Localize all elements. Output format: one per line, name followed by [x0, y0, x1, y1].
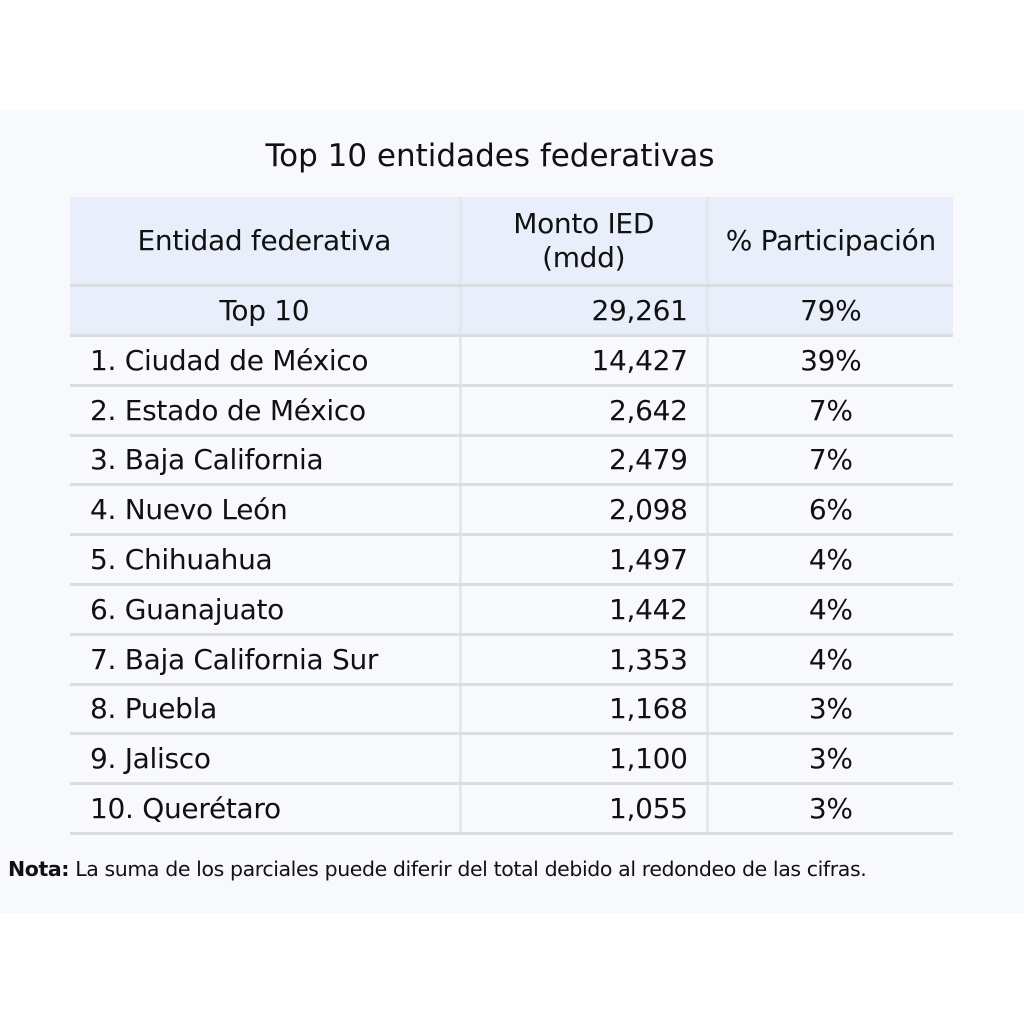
- share-cell: 7%: [705, 385, 953, 437]
- total-amount: 29,261: [458, 285, 708, 337]
- header-entity: Entidad federativa: [70, 197, 461, 287]
- table-row: 3. Baja California 2,479 7%: [70, 435, 953, 487]
- table-row: 8. Puebla 1,168 3%: [70, 684, 953, 736]
- header-share: % Participación: [705, 197, 953, 287]
- entity-cell: 9. Jalisco: [70, 733, 461, 786]
- entity-cell: 8. Puebla: [70, 684, 461, 736]
- share-cell: 3%: [705, 733, 953, 786]
- entity-cell: 5. Chihuahua: [70, 534, 461, 586]
- entity-cell: 6. Guanajuato: [70, 584, 461, 636]
- table-title: Top 10 entidades federativas: [265, 138, 715, 174]
- share-cell: 6%: [705, 484, 953, 537]
- share-cell: 3%: [705, 684, 953, 736]
- share-cell: 4%: [705, 534, 953, 586]
- table-row: 6. Guanajuato 1,442 4%: [70, 584, 953, 636]
- amount-cell: 1,442: [458, 584, 708, 636]
- header-amount: Monto IED (mdd): [458, 197, 708, 287]
- amount-cell: 14,427: [458, 335, 708, 387]
- table-row: 2. Estado de México 2,642 7%: [70, 385, 953, 437]
- data-table: Entidad federativa Monto IED (mdd) % Par…: [70, 197, 953, 835]
- amount-cell: 1,497: [458, 534, 708, 586]
- table-row: 4. Nuevo León 2,098 6%: [70, 484, 953, 537]
- table-row: 5. Chihuahua 1,497 4%: [70, 534, 953, 586]
- amount-cell: 1,168: [458, 684, 708, 736]
- amount-cell: 2,479: [458, 435, 708, 487]
- share-cell: 7%: [705, 435, 953, 487]
- total-share: 79%: [705, 285, 953, 337]
- amount-cell: 1,100: [458, 733, 708, 786]
- entity-cell: 4. Nuevo León: [70, 484, 461, 537]
- amount-cell: 1,055: [458, 783, 708, 835]
- total-label: Top 10: [70, 285, 461, 337]
- footnote-text: La suma de los parciales puede diferir d…: [69, 857, 867, 881]
- share-cell: 39%: [705, 335, 953, 387]
- table-row: 7. Baja California Sur 1,353 4%: [70, 634, 953, 686]
- entity-cell: 3. Baja California: [70, 435, 461, 487]
- amount-cell: 2,642: [458, 385, 708, 437]
- share-cell: 4%: [705, 634, 953, 686]
- share-cell: 3%: [705, 783, 953, 835]
- entity-cell: 7. Baja California Sur: [70, 634, 461, 686]
- entity-cell: 2. Estado de México: [70, 385, 461, 437]
- table-row: 10. Querétaro 1,055 3%: [70, 783, 953, 835]
- entity-cell: 1. Ciudad de México: [70, 335, 461, 387]
- share-cell: 4%: [705, 584, 953, 636]
- table-row: 1. Ciudad de México 14,427 39%: [70, 335, 953, 387]
- header-row: Entidad federativa Monto IED (mdd) % Par…: [70, 197, 953, 287]
- footnote: Nota: La suma de los parciales puede dif…: [8, 857, 867, 881]
- entity-cell: 10. Querétaro: [70, 783, 461, 835]
- table-row: 9. Jalisco 1,100 3%: [70, 733, 953, 786]
- amount-cell: 2,098: [458, 484, 708, 537]
- footnote-label: Nota:: [8, 857, 70, 881]
- amount-cell: 1,353: [458, 634, 708, 686]
- total-row: Top 10 29,261 79%: [70, 285, 953, 337]
